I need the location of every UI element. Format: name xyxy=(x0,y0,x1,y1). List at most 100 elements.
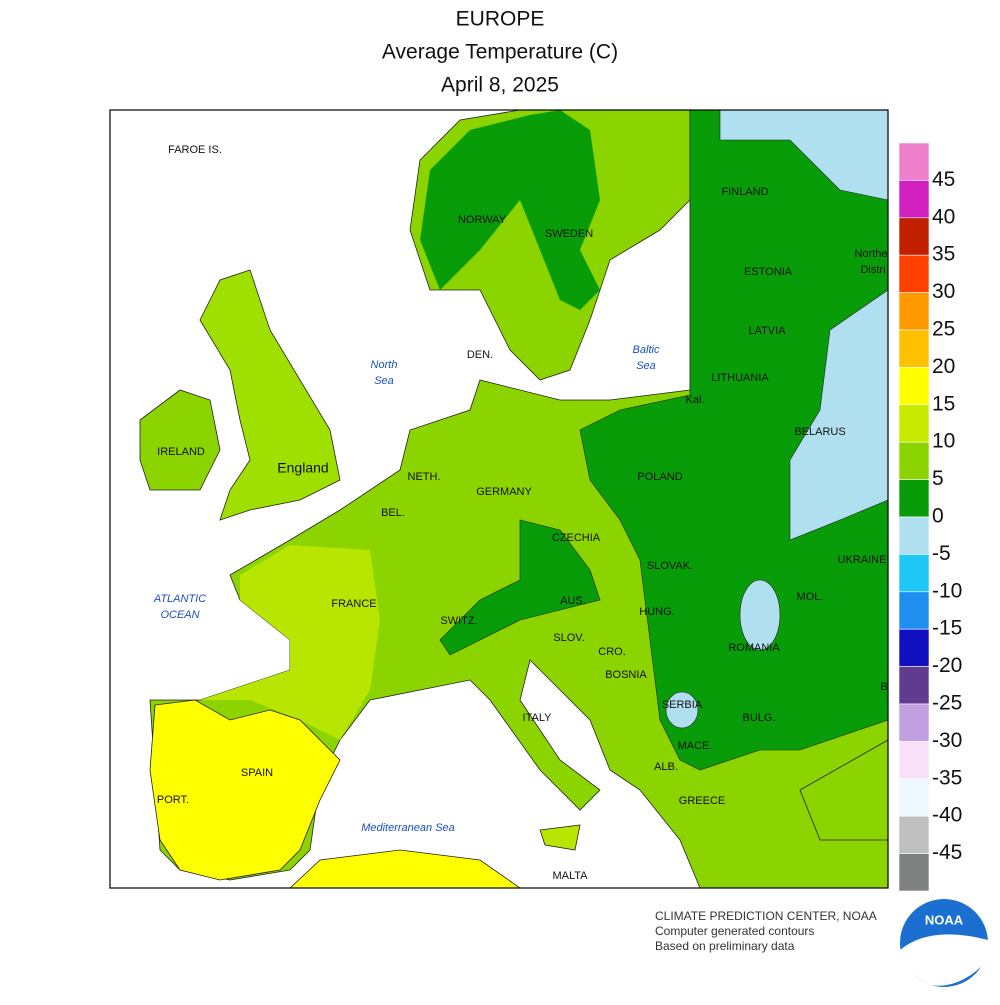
legend-tick-label: 35 xyxy=(932,243,955,266)
country-label: ALB. xyxy=(654,761,678,773)
country-label: SPAIN xyxy=(241,767,273,779)
cold-east xyxy=(579,110,888,771)
sea-label: Sea xyxy=(636,360,656,372)
note: Based on preliminary data xyxy=(655,939,795,953)
legend-tick-label: 45 xyxy=(932,168,955,191)
country-label: SLOV. xyxy=(553,632,584,644)
legend-tick-label: -15 xyxy=(932,617,962,640)
sea-label: Mediterranean Sea xyxy=(361,822,455,834)
country-label: SERBIA xyxy=(662,699,703,711)
sea-label: Baltic xyxy=(633,344,660,356)
map-labels: FAROE IS. NORWAY SWEDEN FINLAND ESTONIA LATVI… xyxy=(153,144,888,882)
country-label: MOL. xyxy=(797,591,824,603)
country-label: SLOVAK. xyxy=(647,560,693,572)
legend-swatch xyxy=(898,180,930,219)
legend-swatch xyxy=(898,479,930,518)
anatolia xyxy=(799,739,888,841)
country-label: HUNG. xyxy=(639,606,674,618)
subtitle: Average Temperature (C) xyxy=(382,41,618,64)
sea-label: North xyxy=(371,359,398,371)
country-label: FRANCE xyxy=(331,598,376,610)
legend-tick-label: -10 xyxy=(932,579,962,602)
note: Computer generated contours xyxy=(655,924,814,938)
north-africa xyxy=(289,849,521,888)
legend-swatch xyxy=(898,703,930,742)
legend-swatch xyxy=(898,853,930,892)
country-label: BELARUS xyxy=(794,426,845,438)
country-label: FAROE IS. xyxy=(168,144,222,156)
britain xyxy=(199,269,341,521)
country-label: Kal. xyxy=(686,394,705,406)
country-label: CZECHIA xyxy=(552,532,601,544)
legend-swatch xyxy=(898,441,930,480)
country-label: GERMANY xyxy=(476,486,532,498)
cold-alps xyxy=(439,519,601,656)
country-label: England xyxy=(277,460,328,476)
country-label: LITHUANIA xyxy=(711,372,769,384)
legend-swatch xyxy=(898,404,930,443)
legend-tick-label: -25 xyxy=(932,692,962,715)
temperature-fields xyxy=(139,110,888,888)
cold-northeast xyxy=(719,110,888,201)
sea-label: OCEAN xyxy=(160,609,199,621)
legend-tick-label: 15 xyxy=(932,392,955,415)
country-label: BOSNIA xyxy=(605,669,647,681)
country-label: DEN. xyxy=(467,349,493,361)
country-label: FINLAND xyxy=(721,186,768,198)
legend-swatch xyxy=(898,367,930,406)
cold-balkans xyxy=(665,691,699,729)
legend-tick-label: 5 xyxy=(932,467,944,490)
country-label: ESTONIA xyxy=(744,266,793,278)
legend-tick-label: 30 xyxy=(932,280,955,303)
country-label: UKRAINE xyxy=(838,554,887,566)
country-label: MACE. xyxy=(678,740,713,752)
country-label: Distri xyxy=(860,264,885,276)
country-label: NORWAY xyxy=(458,214,507,226)
logo-text: NOAA xyxy=(925,912,964,927)
sea-label: ATLANTIC xyxy=(153,593,206,605)
country-label: AUS. xyxy=(560,595,586,607)
map-frame xyxy=(109,109,889,889)
legend-swatch xyxy=(898,142,930,181)
date: April 8, 2025 xyxy=(441,74,559,97)
legend-swatch xyxy=(898,329,930,368)
legend-swatch xyxy=(898,815,930,854)
legend-tick-label: 20 xyxy=(932,355,955,378)
legend-tick-label: -35 xyxy=(932,766,962,789)
country-label: SWEDEN xyxy=(545,228,593,240)
legend-tick-label: 10 xyxy=(932,430,955,453)
legend-swatch xyxy=(898,778,930,817)
sicily xyxy=(539,824,581,851)
cold-belarus xyxy=(789,289,888,541)
legend-swatch xyxy=(898,516,930,555)
country-label: GREECE xyxy=(679,795,725,807)
credit: CLIMATE PREDICTION CENTER, NOAA xyxy=(655,909,877,923)
legend: 45 40 35 30 25 20 15 10 5 0 -5 -10 -15 -20 -25 -30 -35 -4… xyxy=(898,142,962,892)
legend-tick-label: 25 xyxy=(932,318,955,341)
legend-tick-label: -45 xyxy=(932,841,962,864)
map: FAROE IS. NORWAY SWEDEN FINLAND ESTONIA LATVI… xyxy=(109,109,889,889)
legend-swatch xyxy=(898,254,930,293)
title: EUROPE xyxy=(456,8,545,31)
ireland xyxy=(139,389,221,491)
title-block: EUROPE Average Temperature (C) April 8, … xyxy=(382,8,618,97)
iberia xyxy=(149,699,341,881)
country-label: BULG. xyxy=(742,712,775,724)
country-label: ROMANIA xyxy=(728,642,780,654)
cold-norway xyxy=(420,110,600,310)
country-label: SWITZ. xyxy=(440,615,477,627)
sea-label: Sea xyxy=(374,375,394,387)
legend-tick-label: -30 xyxy=(932,729,962,752)
legend-swatch xyxy=(898,628,930,667)
country-label: BEL. xyxy=(381,507,405,519)
country-label: NETH. xyxy=(408,471,441,483)
legend-swatch xyxy=(898,554,930,593)
country-label: Northe xyxy=(854,248,887,260)
warm-west xyxy=(200,545,380,740)
legend-swatch xyxy=(898,741,930,780)
legend-swatch xyxy=(898,666,930,705)
legend-swatch xyxy=(898,292,930,331)
legend-tick-label: 40 xyxy=(932,205,955,228)
country-label: CRO. xyxy=(598,646,626,658)
